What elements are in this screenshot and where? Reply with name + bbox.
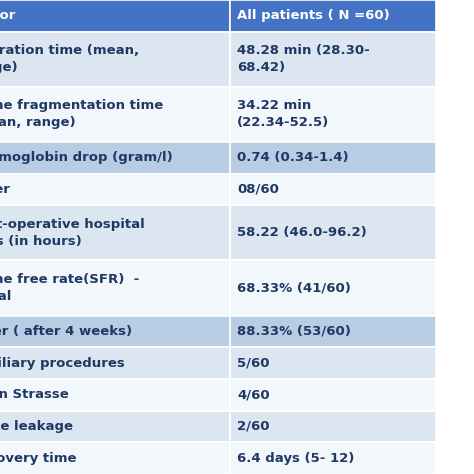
Bar — [0, 173, 230, 205]
Bar — [0, 87, 230, 142]
Text: Haemoglobin drop (gram/l): Haemoglobin drop (gram/l) — [0, 151, 173, 164]
Bar — [0, 0, 230, 32]
Bar — [230, 205, 436, 261]
Text: 2/60: 2/60 — [237, 420, 270, 433]
Bar — [0, 261, 230, 316]
Bar — [230, 347, 436, 379]
Text: 48.28 min (28.30-
68.42): 48.28 min (28.30- 68.42) — [237, 44, 370, 74]
Bar — [0, 442, 230, 474]
Text: Later ( after 4 weeks): Later ( after 4 weeks) — [0, 325, 132, 338]
Text: Recovery time: Recovery time — [0, 452, 77, 465]
Bar — [230, 316, 436, 347]
Bar — [230, 261, 436, 316]
Bar — [230, 173, 436, 205]
Bar — [0, 316, 230, 347]
Text: Operation time (mean,
range): Operation time (mean, range) — [0, 44, 139, 74]
Bar — [230, 32, 436, 87]
Text: Stone fragmentation time
(mean, range): Stone fragmentation time (mean, range) — [0, 100, 164, 129]
Bar — [230, 410, 436, 442]
Text: 58.22 (46.0-96.2): 58.22 (46.0-96.2) — [237, 227, 367, 239]
Text: 0.74 (0.34-1.4): 0.74 (0.34-1.4) — [237, 151, 348, 164]
Text: Fever: Fever — [0, 183, 11, 196]
Text: 88.33% (53/60): 88.33% (53/60) — [237, 325, 351, 338]
Text: Post-operative hospital
days (in hours): Post-operative hospital days (in hours) — [0, 218, 145, 248]
Text: 5/60: 5/60 — [237, 356, 270, 370]
Text: Stein Strasse: Stein Strasse — [0, 388, 69, 401]
Text: 6.4 days (5- 12): 6.4 days (5- 12) — [237, 452, 355, 465]
Text: Urine leakage: Urine leakage — [0, 420, 73, 433]
Bar — [0, 347, 230, 379]
Bar — [0, 379, 230, 410]
Text: 4/60: 4/60 — [237, 388, 270, 401]
Bar — [230, 87, 436, 142]
Text: 34.22 min
(22.34-52.5): 34.22 min (22.34-52.5) — [237, 100, 329, 129]
Text: 68.33% (41/60): 68.33% (41/60) — [237, 282, 351, 294]
Bar — [230, 379, 436, 410]
Text: Stone free rate(SFR)  -
Initial: Stone free rate(SFR) - Initial — [0, 273, 139, 303]
Bar — [230, 0, 436, 32]
Text: 08/60: 08/60 — [237, 183, 279, 196]
Bar — [0, 32, 230, 87]
Bar — [0, 205, 230, 261]
Text: Factor: Factor — [0, 9, 17, 22]
Bar — [230, 142, 436, 173]
Bar — [230, 442, 436, 474]
Bar — [0, 142, 230, 173]
Bar — [0, 410, 230, 442]
Text: All patients ( N =60): All patients ( N =60) — [237, 9, 390, 22]
Text: Auxiliary procedures: Auxiliary procedures — [0, 356, 125, 370]
